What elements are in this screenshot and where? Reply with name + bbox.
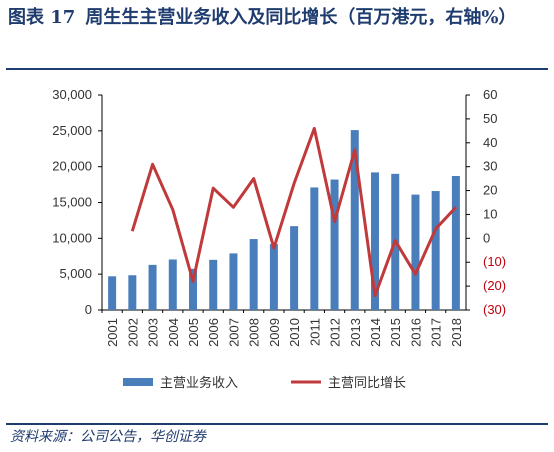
legend-line-label: 主营同比增长 xyxy=(328,376,406,391)
x-tick-label: 2015 xyxy=(388,318,403,347)
bar-2009 xyxy=(269,244,278,310)
left-tick-label: 0 xyxy=(85,302,92,317)
x-tick-label: 2007 xyxy=(226,318,241,347)
x-tick-label: 2002 xyxy=(125,318,140,347)
source-note: 资料来源：公司公告，华创证券 xyxy=(10,429,206,445)
right-tick-label: (20) xyxy=(483,278,506,293)
bar-2010 xyxy=(290,226,299,310)
right-tick-label: 0 xyxy=(483,230,490,245)
right-tick-labels: (30) (20) (10) 0 10 20 30 40 50 60 xyxy=(483,87,506,317)
right-tick-label: 50 xyxy=(483,111,497,126)
chart-title: 图表 17 周生生主营业务收入及同比增长（百万港元，右轴%） xyxy=(8,2,548,33)
x-tick-labels: 2001 2002 2003 2004 2005 2006 2007 2008 2009 2010… xyxy=(105,318,464,347)
right-tick-label: 40 xyxy=(483,135,497,150)
bar-2007 xyxy=(229,253,238,310)
line-series xyxy=(130,126,457,298)
x-tick-label: 2010 xyxy=(287,318,302,347)
bar-2001 xyxy=(108,276,117,310)
left-tick-label: 25,000 xyxy=(52,123,92,138)
x-tick-label: 2017 xyxy=(429,318,444,347)
x-tick-label: 2013 xyxy=(348,318,363,347)
bar-2002 xyxy=(128,275,137,310)
bar-2017 xyxy=(431,191,440,310)
axes xyxy=(98,94,470,313)
x-tick-label: 2005 xyxy=(186,318,201,347)
right-tick-label: 10 xyxy=(483,206,497,221)
left-tick-labels: 0 5,000 10,000 15,000 20,000 25,000 30,000 xyxy=(52,87,92,317)
left-tick-label: 15,000 xyxy=(52,195,92,210)
bar-2014 xyxy=(371,172,379,310)
legend-bar-label: 主营业务收入 xyxy=(160,375,238,391)
right-tick-label: (10) xyxy=(483,254,506,269)
x-tick-label: 2009 xyxy=(267,318,282,347)
x-tick-label: 2003 xyxy=(146,318,161,347)
right-tick-label: 30 xyxy=(483,159,497,174)
x-tick-label: 2006 xyxy=(206,318,221,347)
x-tick-label: 2014 xyxy=(368,318,383,347)
bar-2008 xyxy=(249,239,258,310)
legend-bar-swatch xyxy=(123,378,153,386)
top-rule xyxy=(6,68,548,70)
bar-2006 xyxy=(209,259,218,310)
bar-2011 xyxy=(310,187,319,310)
bar-2013 xyxy=(350,130,359,310)
x-tick-label: 2012 xyxy=(328,318,343,347)
bar-2012 xyxy=(330,179,339,310)
bar-2016 xyxy=(411,194,420,310)
x-tick-label: 2004 xyxy=(166,318,181,347)
bar-2004 xyxy=(168,259,177,310)
x-tick-label: 2001 xyxy=(105,318,120,347)
bar-2003 xyxy=(148,264,157,310)
left-tick-label: 20,000 xyxy=(52,159,92,174)
bar-2018 xyxy=(451,175,460,310)
x-tick-label: 2018 xyxy=(449,318,464,347)
left-tick-label: 10,000 xyxy=(52,230,92,245)
bar-2005 xyxy=(189,268,197,310)
title-text: 周生生主营业务收入及同比增长（百万港元，右轴%） xyxy=(85,7,517,28)
left-tick-label: 5,000 xyxy=(59,266,92,281)
bottom-rule xyxy=(6,423,548,425)
x-tick-label: 2008 xyxy=(247,318,262,347)
figure-label: 图表 17 xyxy=(8,7,76,28)
legend: 主营业务收入 主营同比增长 xyxy=(123,375,406,391)
left-tick-label: 30,000 xyxy=(52,87,92,102)
x-tick-label: 2011 xyxy=(307,318,322,346)
right-tick-label: 20 xyxy=(483,183,497,198)
right-tick-label: 60 xyxy=(483,87,497,102)
x-tick-label: 2016 xyxy=(408,318,423,347)
right-tick-label: (30) xyxy=(483,302,506,317)
